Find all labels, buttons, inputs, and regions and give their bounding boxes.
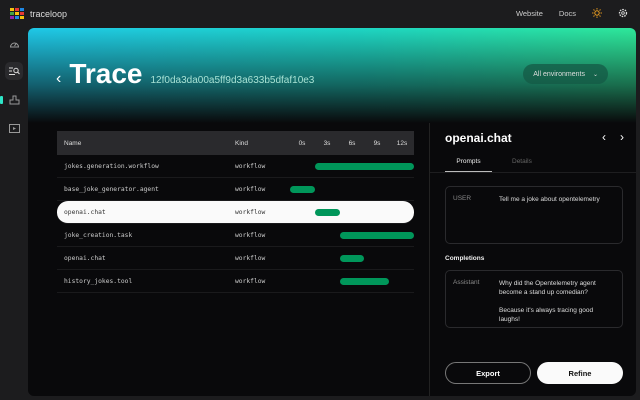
tab-divider <box>430 172 636 173</box>
dashboard-gauge-icon <box>9 42 19 48</box>
refine-button[interactable]: Refine <box>537 362 623 384</box>
media-icon <box>8 123 20 133</box>
span-name: base_joke_generator.agent <box>64 185 159 193</box>
timeline-tick: 6s <box>348 139 356 147</box>
span-name: openai.chat <box>64 254 106 262</box>
span-name: joke_creation.task <box>64 231 133 239</box>
span-duration-bar <box>339 255 365 262</box>
column-kind: Kind <box>235 139 249 147</box>
span-kind: workflow <box>235 208 266 216</box>
span-duration-bar <box>339 278 390 285</box>
traceloop-logo-icon <box>10 8 24 19</box>
completions-label: Completions <box>445 255 485 262</box>
span-name: history_jokes.tool <box>64 277 133 285</box>
sidebar-item-dashboard[interactable] <box>5 35 23 53</box>
panel-divider <box>429 123 430 396</box>
top-bar: traceloop Website Docs <box>0 0 640 28</box>
sidebar-item-media[interactable] <box>5 119 23 137</box>
timeline-tick: 0s <box>298 139 306 147</box>
completion-text-1: Why did the Opentelemetry agent become a… <box>499 280 596 296</box>
table-row[interactable]: openai.chat workflow <box>57 201 414 224</box>
span-duration-bar <box>314 163 415 170</box>
completion-role: Assistant <box>453 279 480 286</box>
sidebar-item-metrics[interactable] <box>5 91 23 109</box>
timeline-tick: 9s <box>373 139 381 147</box>
span-kind: workflow <box>235 231 266 239</box>
timeline-tick: 3s <box>323 139 331 147</box>
span-name: jokes.generation.workflow <box>64 162 159 170</box>
prompt-box: USER Tell me a joke about opentelemetry <box>445 186 623 244</box>
prompt-role: USER <box>453 195 472 202</box>
export-button[interactable]: Export <box>445 362 531 384</box>
environment-select[interactable]: All environments ⌄ <box>523 64 608 84</box>
tab-prompts[interactable]: Prompts <box>445 158 492 172</box>
back-chevron-icon[interactable]: ‹ <box>56 70 62 87</box>
sidebar <box>0 28 28 400</box>
span-title: openai.chat <box>445 131 512 145</box>
sun-icon[interactable] <box>592 8 602 18</box>
span-kind: workflow <box>235 185 266 193</box>
table-header: Name Kind 0s 3s 6s 9s 12s <box>57 131 414 155</box>
table-row[interactable]: joke_creation.task workflow <box>57 224 415 247</box>
span-kind: workflow <box>235 162 266 170</box>
trace-card: ‹ Trace 12f0da3da00a5ff9d3a633b5dfaf10e3… <box>28 28 636 396</box>
completion-text-2: Because it's always tracing good laughs! <box>499 307 594 323</box>
environment-select-value: All environments <box>533 70 585 78</box>
column-name: Name <box>64 139 82 147</box>
metrics-chart-icon <box>9 95 19 105</box>
span-duration-bar <box>314 209 340 216</box>
table-row[interactable]: base_joke_generator.agent workflow <box>57 178 414 201</box>
tab-details[interactable]: Details <box>512 158 532 165</box>
prompt-text: Tell me a joke about opentelemetry <box>499 196 600 203</box>
traces-search-icon <box>8 67 20 75</box>
logo[interactable]: traceloop <box>10 8 67 19</box>
spans-table: Name Kind 0s 3s 6s 9s 12s jokes.generation.w… <box>57 131 415 293</box>
span-duration-bar <box>339 232 415 239</box>
chevron-down-icon: ⌄ <box>592 71 598 78</box>
page-title: Trace <box>69 58 143 89</box>
span-kind: workflow <box>235 277 266 285</box>
span-kind: workflow <box>235 254 266 262</box>
sidebar-item-traces[interactable] <box>5 62 23 80</box>
docs-link[interactable]: Docs <box>558 8 576 18</box>
next-span-chevron-icon[interactable]: › <box>620 130 624 144</box>
completion-box: Assistant Why did the Opentelemetry agen… <box>445 270 623 328</box>
trace-id: 12f0da3da00a5ff9d3a633b5dfaf10e3 <box>150 75 315 86</box>
table-row[interactable]: jokes.generation.workflow workflow <box>57 155 415 178</box>
span-detail-panel: openai.chat ‹ › Prompts Details USER Tel… <box>430 123 636 396</box>
website-link[interactable]: Website <box>515 8 543 18</box>
active-indicator <box>0 96 3 104</box>
previous-span-chevron-icon[interactable]: ‹ <box>602 130 606 144</box>
table-row[interactable]: history_jokes.tool workflow <box>57 270 414 293</box>
app-name: traceloop <box>30 8 68 19</box>
span-duration-bar <box>290 186 315 193</box>
span-name: openai.chat <box>64 208 106 216</box>
timeline-tick: 12s <box>396 139 408 147</box>
gear-icon[interactable] <box>618 8 628 18</box>
table-row[interactable]: openai.chat workflow <box>57 247 414 270</box>
